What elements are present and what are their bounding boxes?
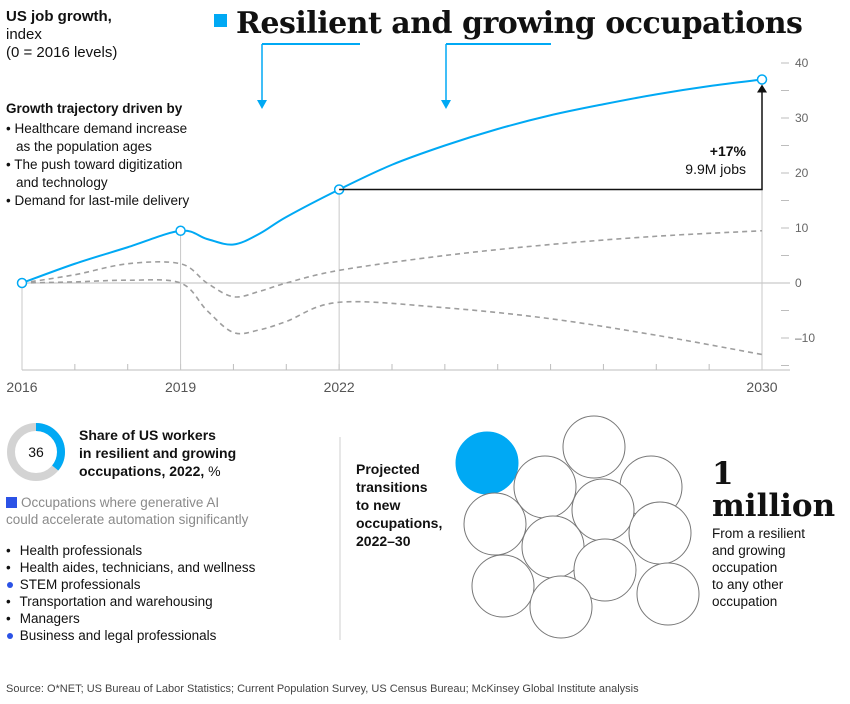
big-number-desc-line: From a resilient <box>712 526 806 541</box>
growth-arrowhead <box>757 84 767 93</box>
transition-circle <box>463 492 527 556</box>
growth-jobs-label: 9.9M jobs <box>685 161 746 177</box>
main-title: Resilient and growing occupations <box>236 6 803 41</box>
occupation-list: • Health professionals • Health aides, te… <box>6 542 255 644</box>
title-arrowhead <box>257 100 267 109</box>
chart-header-subtitle: index <box>6 26 42 43</box>
driver-item: • The push toward digitization <box>6 157 183 172</box>
drivers-title: Growth trajectory driven by <box>6 101 183 116</box>
y-tick-label: 0 <box>795 276 802 290</box>
occupation-item: Business and legal professionals <box>6 627 255 644</box>
y-tick-label: –10 <box>795 331 815 345</box>
y-tick-label: 10 <box>795 221 809 235</box>
series-legend-swatch <box>214 14 227 27</box>
occupation-label: Health professionals <box>16 543 143 558</box>
big-number-desc-line: occupation <box>712 594 778 609</box>
occupation-label: Managers <box>16 611 80 626</box>
bullet-icon: • <box>6 543 11 558</box>
genai-legend-swatch <box>6 497 17 508</box>
genai-legend-line: Occupations where generative AI <box>21 495 220 510</box>
donut-title: Share of US workers in resilient and gro… <box>79 426 279 480</box>
bullet-icon: • <box>6 611 11 626</box>
chart-arrows <box>257 43 767 191</box>
occupation-item: • Health aides, technicians, and wellnes… <box>6 559 255 576</box>
projected-title-line: transitions <box>356 479 428 495</box>
data-point-marker <box>175 225 186 236</box>
big-number-desc-line: and growing <box>712 543 786 558</box>
projected-title-line: occupations, <box>356 515 443 531</box>
occupation-label: STEM professionals <box>16 577 141 592</box>
data-point-marker <box>756 74 768 85</box>
y-tick-label: 20 <box>795 166 809 180</box>
occupation-label: Health aides, technicians, and wellness <box>16 560 256 575</box>
chart-axes: 2016 2019 2022 2030 40 30 20 10 0 –10 <box>6 56 815 395</box>
occupation-item: • Managers <box>6 610 255 627</box>
big-number-description: From a resilient and growing occupation to … <box>712 525 842 610</box>
transition-circle <box>571 478 635 542</box>
big-number: 1 million <box>712 458 835 522</box>
y-tick-label: 30 <box>795 111 809 125</box>
driver-item: • Demand for last-mile delivery <box>6 193 190 208</box>
projected-title-line: Projected <box>356 461 420 477</box>
occupation-item: • Transportation and warehousing <box>6 593 255 610</box>
transition-circle <box>471 554 535 618</box>
transition-circle <box>529 575 593 639</box>
transition-circles <box>455 415 700 639</box>
donut-title-line: Share of US workers <box>79 427 216 443</box>
donut-fill <box>7 423 65 481</box>
series-line-dashed <box>21 229 763 298</box>
genai-legend-line: could accelerate automation significantl… <box>6 512 249 527</box>
bullet-icon: • <box>6 560 11 575</box>
y-tick-label: 40 <box>795 56 809 70</box>
projected-title-line: 2022–30 <box>356 533 411 549</box>
data-point-marker <box>16 277 28 289</box>
donut-chart <box>7 423 65 481</box>
genai-legend: Occupations where generative AI could ac… <box>6 494 326 528</box>
big-number-value: 1 <box>712 456 734 492</box>
transition-circle <box>562 415 626 479</box>
occupation-item: • Health professionals <box>6 542 255 559</box>
donut-value: 36 <box>28 444 44 460</box>
transition-circle <box>513 455 577 519</box>
genai-dot-icon <box>7 632 13 639</box>
occupation-label: Transportation and warehousing <box>16 594 213 609</box>
big-number-desc-line: to any other <box>712 577 784 592</box>
projected-transitions-title: Projected transitions to new occupations, 20… <box>356 460 456 550</box>
x-tick-label: 2016 <box>6 379 37 395</box>
genai-dot-icon <box>7 581 13 588</box>
growth-bracket <box>339 89 763 191</box>
x-tick-label: 2030 <box>746 379 777 395</box>
transition-circle <box>628 501 692 565</box>
driver-item: • Healthcare demand increase <box>6 121 188 136</box>
x-tick-label: 2019 <box>165 379 196 395</box>
source-note: Source: O*NET; US Bureau of Labor Statis… <box>6 683 639 695</box>
transition-circle-highlighted <box>455 431 519 495</box>
occupation-item: STEM professionals <box>6 576 255 593</box>
x-tick-label: 2022 <box>324 379 355 395</box>
growth-percent-label: +17% <box>709 143 746 159</box>
driver-item: and technology <box>16 175 108 190</box>
donut-title-line: occupations, 2022, <box>79 463 205 479</box>
chart-header-title: US job growth, <box>6 8 112 25</box>
donut-title-unit: % <box>204 463 221 479</box>
projected-title-line: to new <box>356 497 401 513</box>
series-line-dashed <box>21 279 763 356</box>
big-number-desc-line: occupation <box>712 560 778 575</box>
transition-circle <box>636 562 700 626</box>
chart-header-baseline: (0 = 2016 levels) <box>6 44 118 61</box>
big-number-unit: million <box>712 488 836 524</box>
title-arrowhead <box>441 100 451 109</box>
transition-circle <box>573 538 637 602</box>
donut-title-line: in resilient and growing <box>79 445 237 461</box>
drivers-list: • Healthcare demand increase as the popu… <box>6 120 236 210</box>
driver-item: as the population ages <box>16 139 152 154</box>
occupation-label: Business and legal professionals <box>16 628 217 643</box>
bullet-icon: • <box>6 594 11 609</box>
